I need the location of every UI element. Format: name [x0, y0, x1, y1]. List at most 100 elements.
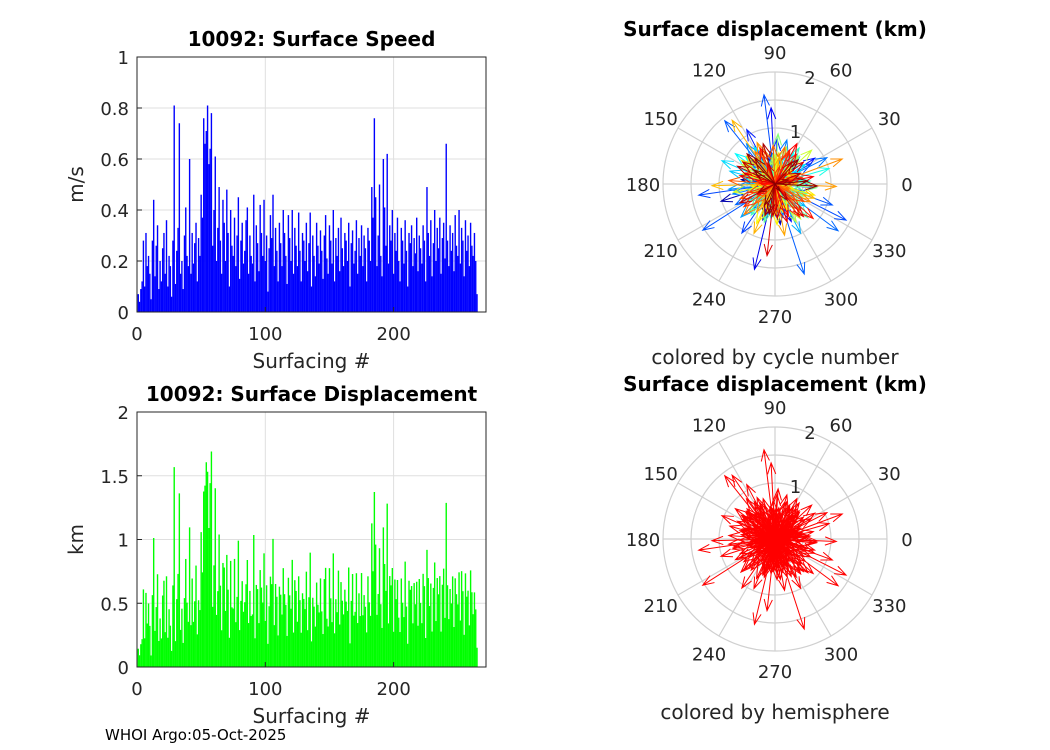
- angle-tick-label: 150: [644, 464, 678, 485]
- angle-tick-label: 330: [872, 596, 906, 617]
- radial-tick-label: 1: [790, 122, 801, 143]
- angle-tick-label: 90: [764, 43, 787, 64]
- displacement-arrow: [742, 183, 776, 208]
- displacement-arrow: [774, 177, 810, 187]
- y-tick-label: 0.4: [100, 201, 129, 222]
- y-tick-label: 1.5: [100, 467, 129, 488]
- displacement-arrow: [738, 173, 776, 185]
- displacement-arrow: [761, 142, 776, 185]
- angle-tick-label: 30: [878, 109, 901, 130]
- displacement-arrow: [736, 165, 776, 185]
- angle-tick-label: 60: [830, 61, 853, 82]
- displacement-arrow: [753, 156, 776, 185]
- displacement-arrow: [763, 183, 776, 258]
- axes-box: [136, 56, 487, 313]
- plot-title: Surface displacement (km): [623, 372, 927, 396]
- displacement-arrow: [746, 152, 776, 185]
- polar-ring: [690, 454, 860, 624]
- y-tick-label: 1: [118, 48, 129, 69]
- displacement-arrow: [736, 520, 776, 540]
- displacement-arrow: [746, 507, 776, 540]
- displacement-plot: 0 100 200 0 0.5 1 1.5 2 10092: Surface Displacem…: [64, 382, 487, 728]
- y-axis-label: m/s: [64, 166, 88, 203]
- displacement-arrow: [772, 183, 782, 220]
- angle-tick-label: 180: [626, 175, 660, 196]
- angle-tick-label: 0: [901, 175, 912, 196]
- angle-tick-label: 180: [626, 530, 660, 551]
- displacement-arrow: [731, 119, 776, 185]
- y-tick-label: 0.5: [100, 594, 129, 615]
- displacement-arrow: [774, 180, 819, 191]
- radial-tick-label: 2: [804, 423, 815, 444]
- displacement-arrow: [731, 474, 776, 540]
- y-axis-label: km: [64, 524, 88, 555]
- displacement-arrow: [769, 143, 779, 185]
- angle-tick-label: 150: [644, 109, 678, 130]
- x-tick-label: 200: [376, 679, 410, 700]
- angle-tick-label: 270: [758, 662, 792, 683]
- displacement-arrow: [774, 538, 781, 548]
- angle-tick-label: 330: [872, 241, 906, 262]
- displacement-arrow: [772, 538, 782, 575]
- x-tick-label: 200: [376, 324, 410, 345]
- angle-tick-label: 60: [830, 416, 853, 437]
- polar-ring: [662, 71, 888, 297]
- angle-tick-label: 300: [824, 644, 858, 665]
- displacement-arrow: [774, 513, 800, 540]
- displacement-arrow: [774, 497, 798, 540]
- displacement-arrow: [774, 538, 815, 575]
- x-axis-label: colored by cycle number: [651, 345, 899, 369]
- x-tick-label: 0: [131, 324, 142, 345]
- angle-tick-label: 240: [692, 644, 726, 665]
- displacement-arrow: [766, 538, 776, 571]
- angle-tick-label: 210: [644, 596, 678, 617]
- x-axis-label: Surfacing #: [253, 349, 371, 373]
- displacement-arrow: [766, 183, 776, 216]
- y-tick-label: 2: [118, 403, 129, 424]
- displacement-arrow: [738, 528, 776, 540]
- angle-tick-label: 300: [824, 289, 858, 310]
- displacement-arrow: [764, 183, 776, 207]
- plot-title: 10092: Surface Speed: [188, 27, 436, 51]
- angle-tick-label: 0: [901, 530, 912, 551]
- angle-tick-label: 120: [692, 61, 726, 82]
- speed-plot: 0 100 200 0 0.2 0.4 0.6 0.8 1 10092: Surface Spee…: [64, 27, 487, 373]
- y-tick-label: 0.6: [100, 150, 129, 171]
- displacement-arrow: [774, 535, 819, 546]
- displacement-arrow: [774, 183, 789, 224]
- displacement-arrow: [742, 538, 776, 563]
- displacement-arrow: [763, 538, 776, 613]
- x-tick-label: 0: [131, 679, 142, 700]
- displacement-arrow: [757, 538, 776, 548]
- polar-cycle-plot: 0 30 60 90 120 150 180 210 240 270 300 330 1 2 Surface…: [623, 17, 927, 369]
- displacement-arrow: [761, 497, 776, 540]
- displacement-arrow: [764, 538, 776, 562]
- displacement-arrow: [774, 158, 800, 185]
- displacement-arrow: [774, 183, 781, 193]
- displacement-arrow: [753, 511, 776, 540]
- x-tick-label: 100: [248, 324, 282, 345]
- displacement-arrow: [774, 532, 810, 542]
- y-tick-label: 0.8: [100, 99, 129, 120]
- displacement-arrow: [752, 169, 776, 185]
- radial-tick-label: 2: [804, 68, 815, 89]
- x-axis-label: colored by hemisphere: [660, 700, 889, 724]
- polar-ring: [690, 99, 860, 269]
- angle-tick-label: 120: [692, 416, 726, 437]
- y-tick-label: 0: [118, 658, 129, 679]
- angle-tick-label: 30: [878, 464, 901, 485]
- y-tick-label: 1: [118, 531, 129, 552]
- displacement-arrow: [774, 538, 789, 579]
- angle-tick-label: 210: [644, 241, 678, 262]
- y-tick-label: 0.2: [100, 252, 129, 273]
- displacement-arrow: [774, 142, 798, 185]
- displacement-arrow: [752, 524, 776, 540]
- footer-credit: WHOI Argo:05-Oct-2025: [105, 726, 286, 744]
- displacement-arrow: [757, 183, 776, 193]
- polar-hemisphere-plot: 0 30 60 90 120 150 180 210 240 270 300 330 1 2 Surface…: [623, 372, 927, 724]
- displacement-arrow: [769, 498, 779, 540]
- y-tick-label: 0: [118, 303, 129, 324]
- angle-tick-label: 240: [692, 289, 726, 310]
- x-axis-label: Surfacing #: [253, 704, 371, 728]
